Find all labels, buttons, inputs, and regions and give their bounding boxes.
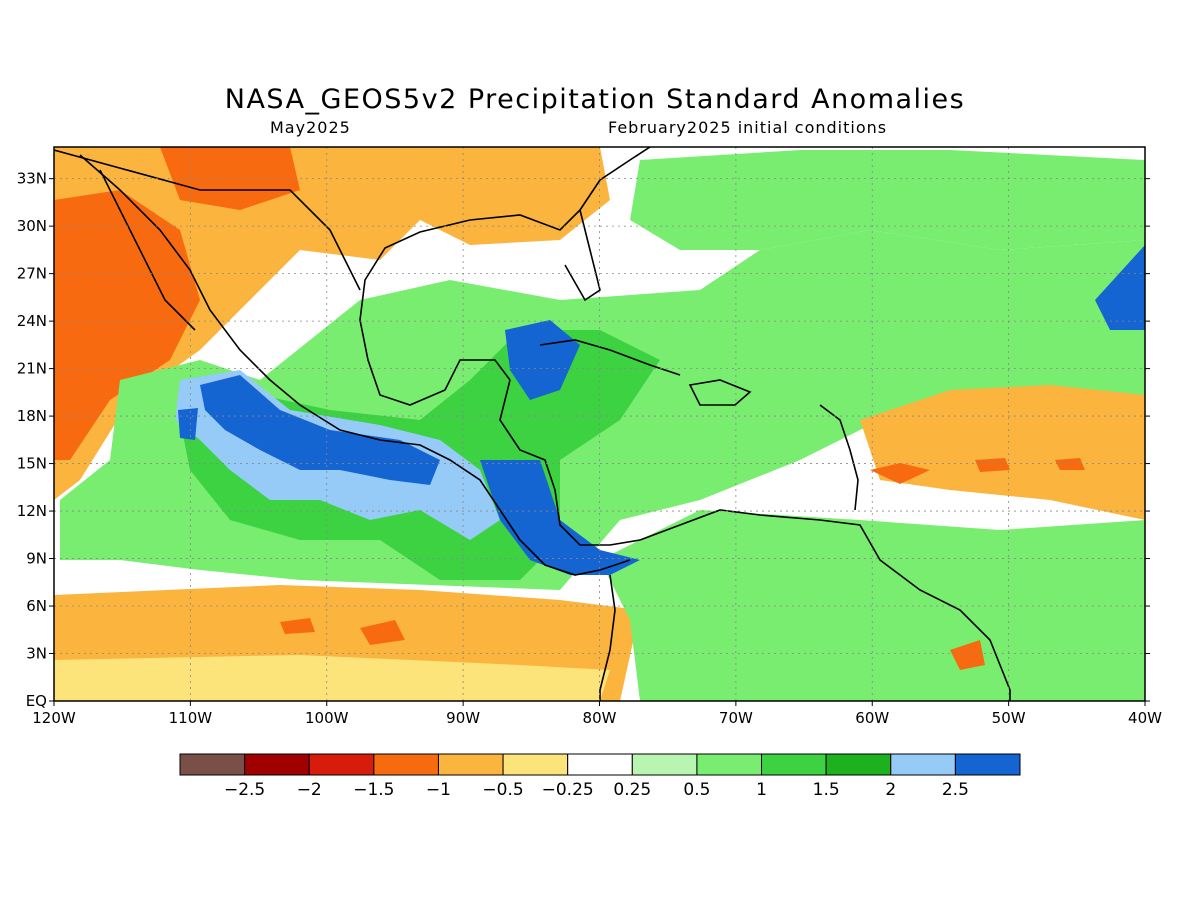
dry-band-equator <box>54 655 610 701</box>
lon-tick-label: 110W <box>169 709 213 727</box>
map-title: NASA_GEOS5v2 Precipitation Standard Anom… <box>224 84 966 115</box>
coastlines <box>54 147 1011 701</box>
colorbar-label: 1 <box>756 780 767 800</box>
valid-month-subtitle: May2025 <box>270 118 351 137</box>
coastline-hispaniola <box>688 379 752 406</box>
lat-tick-label: 15N <box>17 455 47 473</box>
dry-region-gulf-coast <box>410 147 610 245</box>
lat-tick-label: EQ <box>26 692 47 710</box>
colorbar-label: −2.5 <box>224 780 265 800</box>
lat-tick-label: 9N <box>26 550 47 568</box>
lon-tick-label: 80W <box>583 709 617 727</box>
lon-tick-label: 120W <box>32 709 76 727</box>
lon-tick-label: 90W <box>446 709 480 727</box>
coastline-central-america-caribbean <box>499 379 641 546</box>
latitude-axis: EQ 3N 6N 9N 12N 15N 18N 21N 24N 27N 30N 33N <box>17 170 1150 710</box>
coastline-gulf <box>359 209 581 406</box>
coastline-florida <box>564 209 601 302</box>
longitude-axis: 120W 110W 100W 90W 80W 70W 60W 50W 40W <box>32 701 1162 727</box>
lon-tick-label: 100W <box>305 709 349 727</box>
coastline-south-america <box>639 509 1011 701</box>
colorbar-swatch <box>373 753 439 776</box>
colorbar-swatch <box>502 753 569 776</box>
lon-tick-label: 50W <box>992 709 1026 727</box>
colorbar-swatch <box>631 753 698 776</box>
very-dry-spot-pacific-1 <box>360 620 405 645</box>
lat-tick-label: 3N <box>26 645 47 663</box>
colorbar-swatch <box>761 753 827 776</box>
very-wet-core-atlantic <box>1095 245 1145 330</box>
colorbar-label: 2 <box>885 780 896 800</box>
coastline-lesser-antilles <box>819 404 859 511</box>
wet-region-north-atlantic <box>630 150 1145 250</box>
colorbar-swatch <box>244 753 310 776</box>
colorbar-label: −0.5 <box>482 780 523 800</box>
colorbar-label: −1.5 <box>353 780 394 800</box>
colorbar-label: 0.5 <box>683 780 710 800</box>
colorbar-label: −0.25 <box>542 780 594 800</box>
very-dry-spot-guiana <box>950 640 985 670</box>
lat-tick-label: 24N <box>17 312 47 330</box>
border-us-mexico <box>54 149 361 291</box>
colorbar-swatch <box>437 753 504 776</box>
colorbar-swatch <box>308 753 375 776</box>
lat-tick-label: 21N <box>17 360 47 378</box>
very-wet-core-panama <box>480 460 640 575</box>
very-wet-core-mexico-coast-dark <box>200 375 440 485</box>
very-wet-core-yucatan <box>505 320 580 400</box>
coastline-colombia-pacific <box>599 574 616 701</box>
coastline-baja <box>99 169 196 331</box>
lat-tick-label: 12N <box>17 502 47 520</box>
colorbar-label: 2.5 <box>942 780 969 800</box>
colorbar-label: 0.25 <box>613 780 651 800</box>
colorbar-swatch <box>954 753 1021 776</box>
wet-spot-pacific <box>178 408 198 440</box>
lon-tick-label: 40W <box>1128 709 1162 727</box>
lon-tick-label: 70W <box>719 709 753 727</box>
gridlines <box>54 147 1145 701</box>
coastline-mexico-pacific <box>79 154 631 576</box>
colorbar-swatch <box>890 753 956 776</box>
very-dry-spot-atlantic-3 <box>1055 458 1085 470</box>
dry-band-tropical-atlantic <box>860 385 1145 520</box>
lat-tick-label: 33N <box>17 170 47 188</box>
colorbar-swatch <box>179 753 246 776</box>
anomaly-field <box>54 147 1145 701</box>
colorbar-label: 1.5 <box>813 780 840 800</box>
very-dry-spot-pacific-2 <box>280 618 315 634</box>
very-dry-region-baja <box>54 190 200 460</box>
very-dry-spot-atlantic-1 <box>870 463 930 484</box>
colorbar-swatch <box>567 753 633 776</box>
lat-tick-label: 6N <box>26 597 47 615</box>
colorbar-legend: −2.5 −2 −1.5 −1 −0.5 −0.25 0.25 0.5 1 1.5 2 2.5 <box>179 753 1021 800</box>
colorbar-swatch <box>825 753 892 776</box>
colorbar-swatch <box>696 753 763 776</box>
lon-tick-label: 60W <box>855 709 889 727</box>
very-dry-spot-atlantic-2 <box>975 458 1010 472</box>
colorbar-label: −1 <box>426 780 451 800</box>
colorbar-label: −2 <box>297 780 322 800</box>
initial-conditions-subtitle: February2025 initial conditions <box>608 118 888 137</box>
coastline-us-east <box>579 147 651 211</box>
lat-tick-label: 27N <box>17 265 47 283</box>
lat-tick-label: 30N <box>17 217 47 235</box>
lat-tick-label: 18N <box>17 407 47 425</box>
